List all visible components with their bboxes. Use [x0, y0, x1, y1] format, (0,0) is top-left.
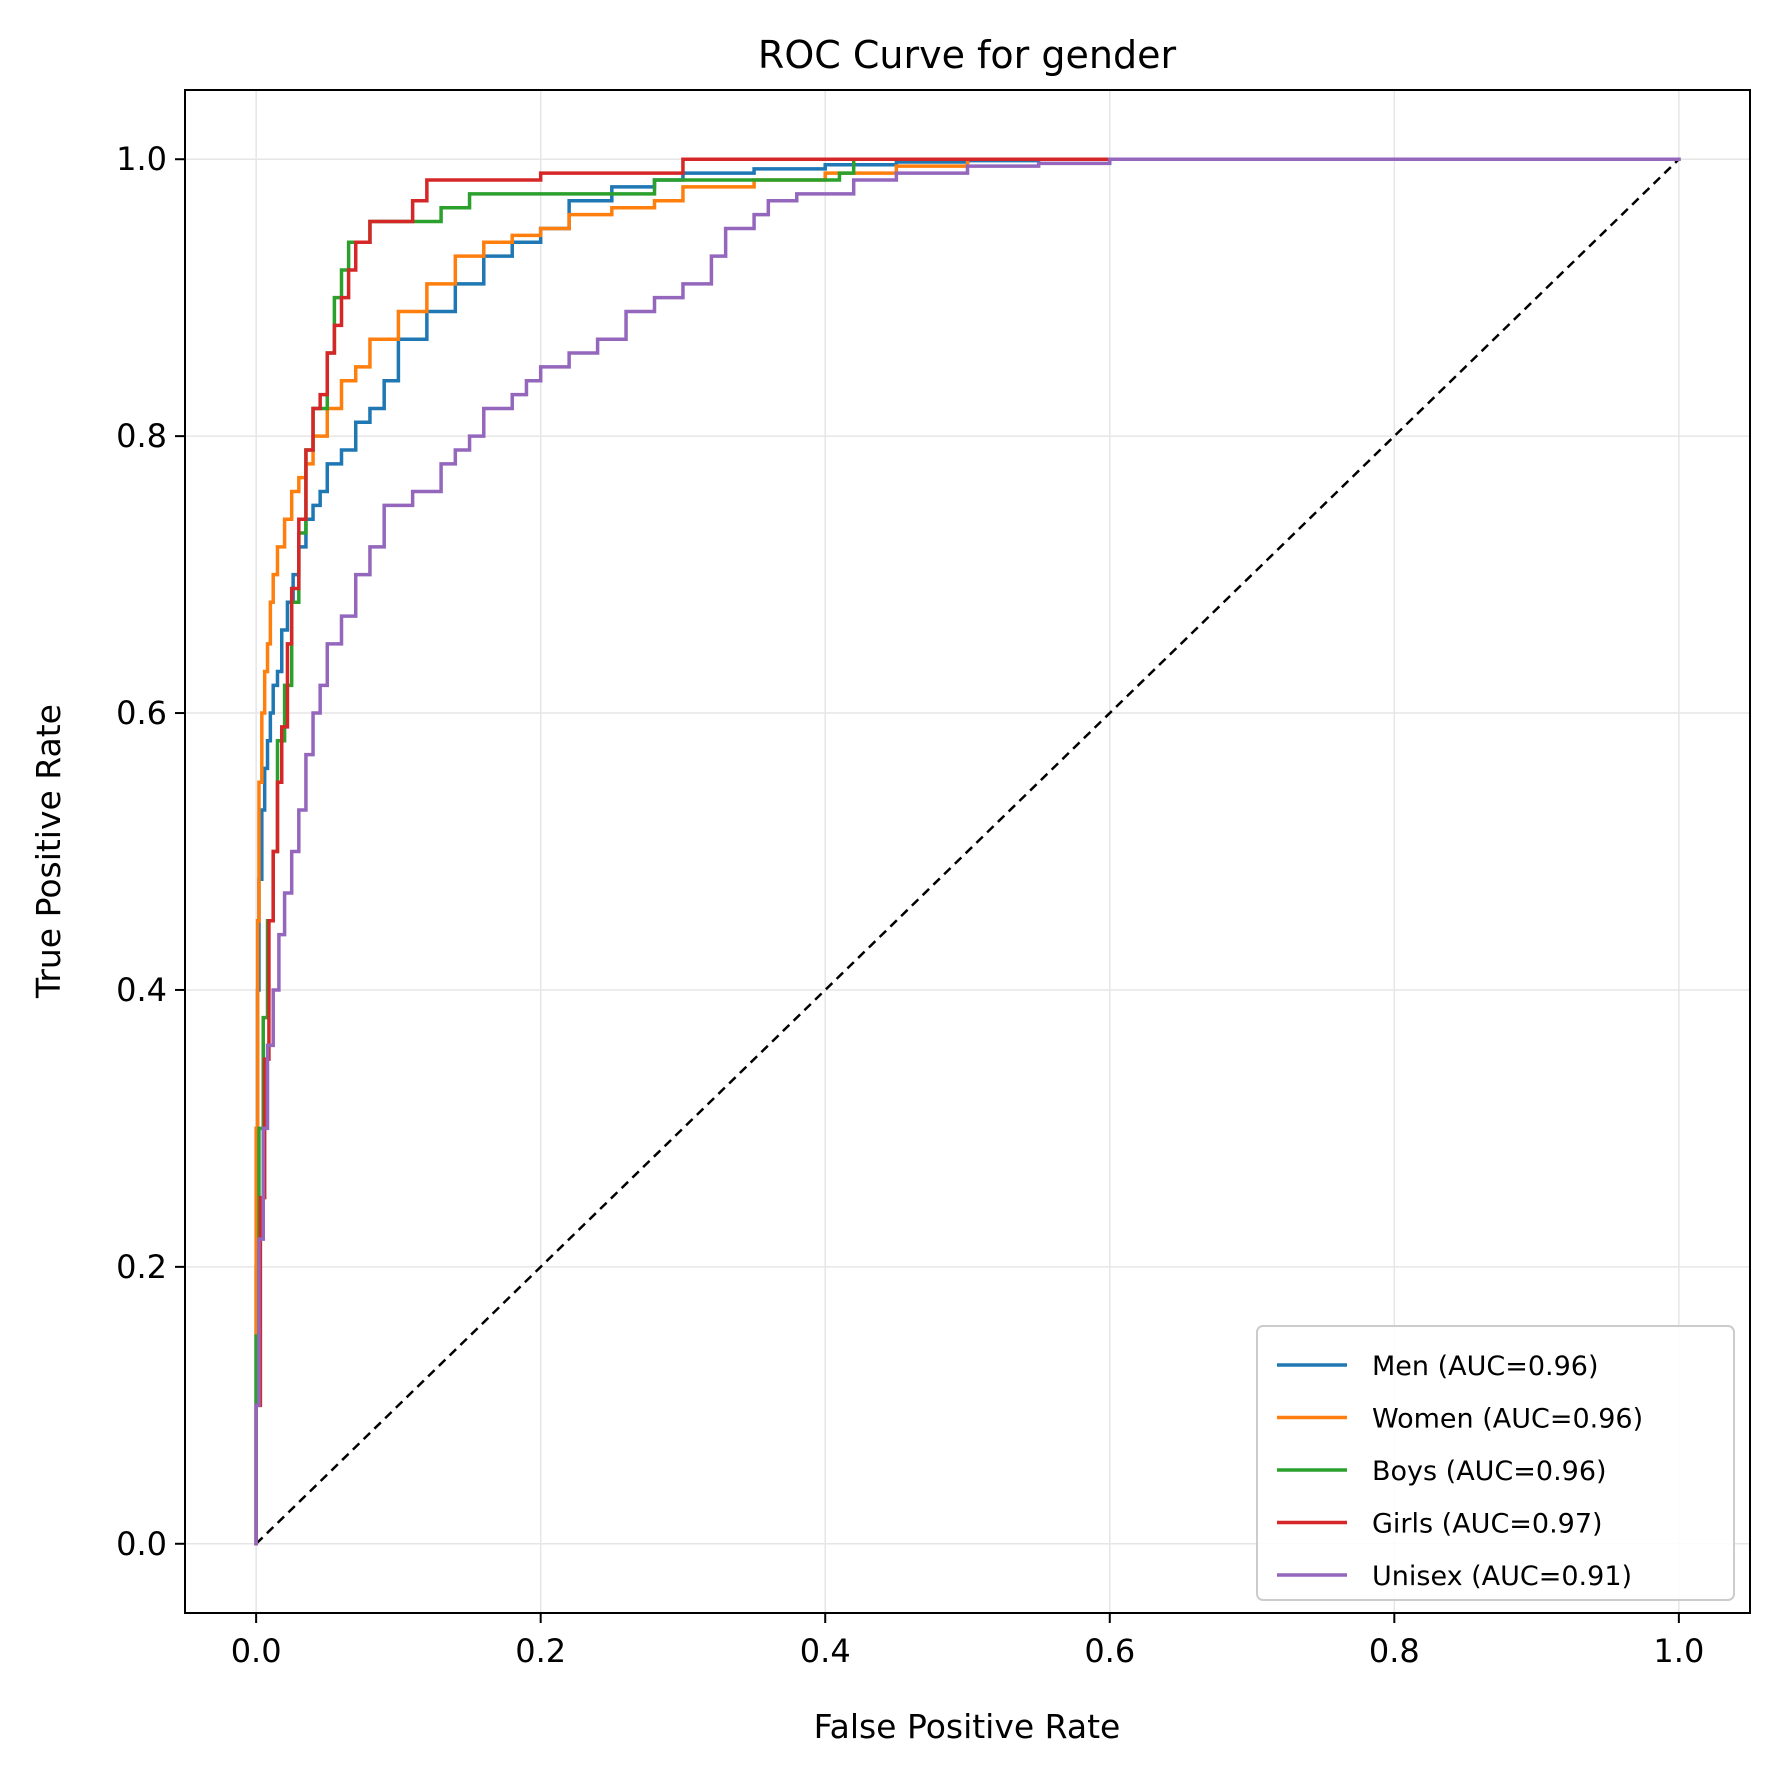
- x-tick-label: 0.0: [231, 1632, 282, 1670]
- x-tick-label: 0.4: [800, 1632, 851, 1670]
- x-tick-label: 1.0: [1653, 1632, 1704, 1670]
- series-line-1: [254, 157, 1681, 1546]
- legend-items: Men (AUC=0.96) Women (AUC=0.96) Boys (AUC=…: [1277, 1351, 1643, 1592]
- reference-layer: [255, 158, 1680, 1545]
- x-tick-label: 0.6: [1084, 1632, 1135, 1670]
- y-tick-label: 0.4: [116, 971, 167, 1009]
- x-axis-label: False Positive Rate: [814, 1707, 1121, 1746]
- legend-box: [1256, 1325, 1735, 1601]
- legend-label-0: Men (AUC=0.96): [1372, 1351, 1599, 1382]
- y-tick-label: 1.0: [116, 140, 167, 178]
- x-tick-label: 0.2: [515, 1632, 566, 1670]
- legend-label-4: Unisex (AUC=0.91): [1372, 1561, 1632, 1592]
- y-axis-ticks: 0.0 0.2 0.4 0.6 0.8 1.0: [116, 140, 185, 1563]
- plot-frame: [184, 89, 1751, 1614]
- x-axis-ticks: 0.0 0.2 0.4 0.6 0.8 1.0: [231, 1613, 1704, 1670]
- series-line-4: [254, 157, 1681, 1546]
- y-tick-label: 0.6: [116, 694, 167, 732]
- y-tick-label: 0.2: [116, 1248, 167, 1286]
- legend-label-3: Girls (AUC=0.97): [1372, 1509, 1603, 1540]
- legend-label-2: Boys (AUC=0.96): [1372, 1456, 1607, 1487]
- reference-diagonal-line: [255, 158, 1680, 1545]
- y-axis-label: True Positive Rate: [29, 704, 68, 999]
- legend-label-1: Women (AUC=0.96): [1372, 1404, 1643, 1435]
- x-tick-label: 0.8: [1369, 1632, 1420, 1670]
- series-line-3: [254, 157, 1169, 1546]
- legend: Men (AUC=0.96) Women (AUC=0.96) Boys (AUC=…: [1256, 1325, 1735, 1601]
- series-layer: [254, 157, 1681, 1546]
- y-tick-label: 0.0: [116, 1525, 167, 1563]
- grid-layer: [185, 90, 1750, 1613]
- chart-title: ROC Curve for gender: [758, 33, 1177, 77]
- y-tick-label: 0.8: [116, 417, 167, 455]
